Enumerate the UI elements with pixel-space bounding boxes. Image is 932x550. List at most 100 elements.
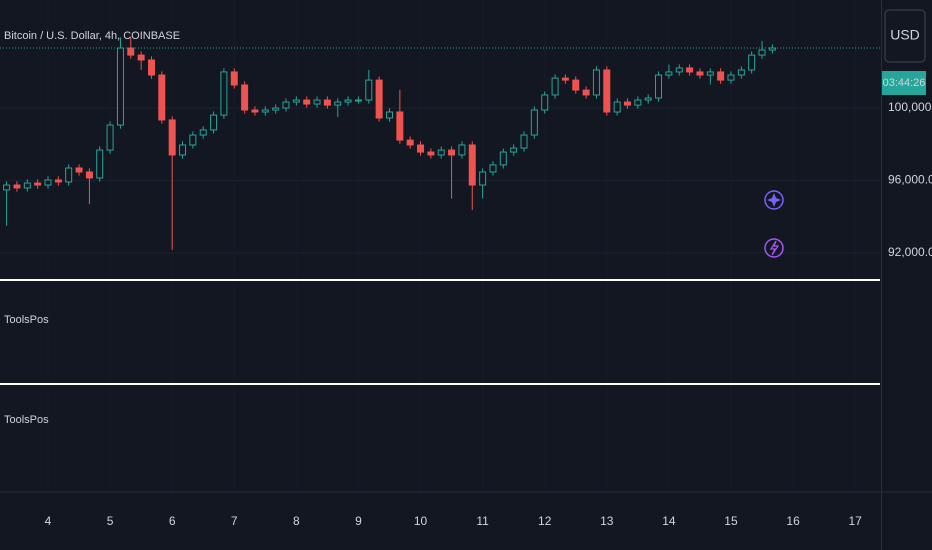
candle-body [696, 71, 704, 76]
x-tick-label: 17 [848, 514, 862, 528]
y-tick-label: 92,000.00 [888, 245, 932, 259]
candle-body [292, 99, 300, 103]
candle-body [768, 47, 776, 51]
x-tick-label: 13 [600, 514, 614, 528]
candle-body [137, 54, 145, 61]
x-tick-label: 8 [293, 514, 300, 528]
candle-body [106, 124, 114, 151]
candle-body [613, 101, 621, 113]
candle-body [34, 182, 42, 186]
candle-body [541, 94, 549, 111]
x-tick-label: 9 [355, 514, 362, 528]
candle-body [686, 67, 694, 73]
candle-body [530, 109, 538, 136]
candle-body [241, 84, 249, 111]
x-tick-label: 16 [786, 514, 800, 528]
assistant-icon[interactable] [764, 190, 784, 210]
candle-body [323, 99, 331, 106]
candle-body [3, 184, 11, 191]
pane-label: ToolsPos [4, 314, 49, 326]
candle-body [572, 79, 580, 91]
candle-body [365, 79, 373, 101]
candle-body [303, 99, 311, 105]
candle-body [417, 144, 425, 153]
candle-body [727, 74, 735, 81]
x-tick-label: 5 [107, 514, 114, 528]
grid [0, 107, 880, 254]
x-tick-label: 15 [724, 514, 738, 528]
candle-body [344, 99, 352, 103]
y-tick-label: 100,000.00 [888, 100, 932, 114]
currency-button[interactable] [884, 9, 926, 63]
x-tick-label: 6 [169, 514, 176, 528]
candle-body [468, 144, 476, 186]
candle-body [168, 119, 176, 156]
x-tick-label: 11 [476, 514, 489, 528]
candle-body [427, 151, 435, 156]
candle-body [644, 97, 652, 101]
candle-body [334, 101, 342, 106]
candle-body [189, 134, 197, 146]
candle-body [737, 69, 745, 76]
candle-body [85, 171, 93, 179]
candle-body [179, 144, 187, 156]
candle-body [717, 71, 725, 81]
candle-body [603, 69, 611, 113]
candle-body [313, 99, 321, 105]
chart-title: Bitcoin / U.S. Dollar, 4h, COINBASE [4, 30, 180, 42]
candle-body [634, 99, 642, 106]
candles [0, 37, 880, 250]
candle-body [458, 144, 466, 156]
axes: 92,000.00 96,000.00 100,000.00 4 5 6 7 8 9 10 11 12… [45, 71, 932, 528]
y-tick-label: 96,000.00 [888, 173, 932, 187]
candle-body [210, 114, 218, 131]
candle-body [706, 71, 714, 76]
candle-body [675, 67, 683, 73]
x-tick-label: 4 [45, 514, 52, 528]
candle-body [592, 69, 600, 96]
candle-body [96, 149, 104, 179]
candle-body [44, 179, 52, 186]
candle-body [758, 49, 766, 56]
x-tick-label: 7 [231, 514, 238, 528]
candle-body [272, 107, 280, 111]
currency-label[interactable]: USD [890, 27, 920, 43]
candle-body [251, 109, 259, 113]
candle-body [282, 101, 290, 109]
candle-body [54, 179, 62, 183]
candle-body [748, 54, 756, 71]
candle-body [499, 151, 507, 166]
alert-icon[interactable] [764, 238, 784, 258]
candle-body [230, 71, 238, 86]
candle-body [489, 164, 497, 173]
candle-body [561, 77, 569, 81]
candle-body [520, 134, 528, 149]
candle-body [199, 129, 207, 136]
candle-body [582, 89, 590, 96]
candle-body [396, 111, 404, 141]
candle-body [75, 167, 83, 173]
candle-body [623, 101, 631, 106]
candle-body [551, 77, 559, 96]
countdown-box [882, 71, 926, 95]
candle-body [437, 149, 445, 156]
candle-body [406, 139, 414, 146]
candle-body [158, 74, 166, 121]
candle-body [147, 59, 155, 76]
candle-body [13, 184, 21, 189]
candle-body [448, 149, 456, 156]
candle-body [220, 71, 228, 116]
x-tick-label: 10 [414, 514, 428, 528]
candle-body [127, 47, 135, 56]
candle-body [116, 47, 124, 126]
candle-body [385, 111, 393, 119]
candle-body [261, 109, 269, 113]
candle-body [65, 167, 73, 183]
candle-body [354, 99, 362, 102]
x-tick-label: 12 [538, 514, 552, 528]
candle-body [375, 79, 383, 119]
candle-body [23, 182, 31, 189]
candle-body [479, 171, 487, 186]
